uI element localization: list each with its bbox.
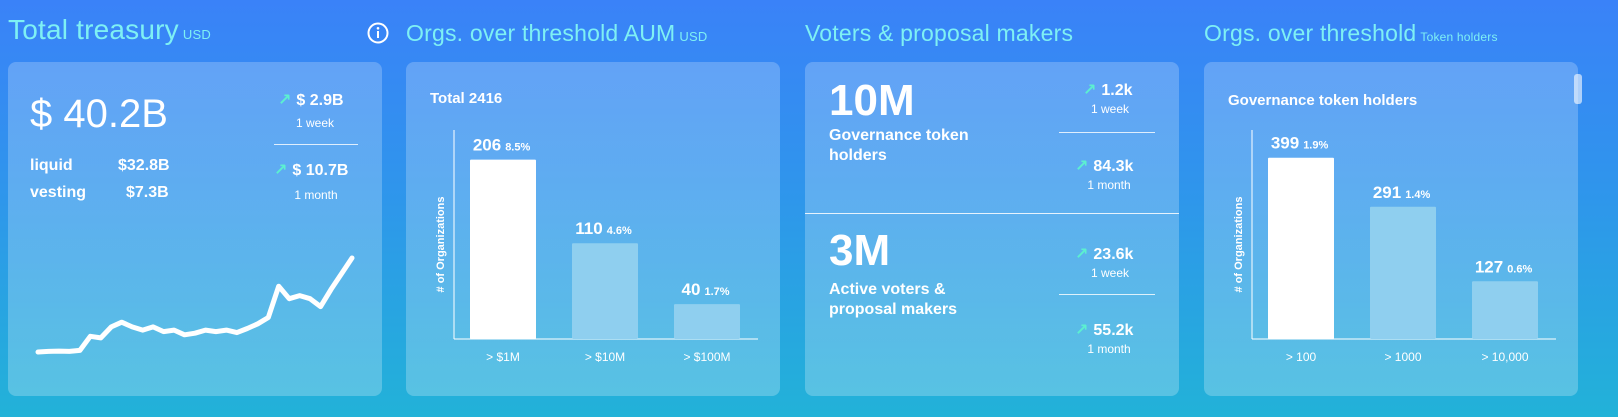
- treasury-title: Total treasury: [8, 14, 179, 45]
- bar-percent-label: 8.5%: [505, 142, 530, 154]
- arrow-up-right-icon: ↗: [1075, 322, 1089, 339]
- y-axis-label: # of Organizations: [1233, 197, 1245, 293]
- bar-value-label: 399: [1271, 134, 1299, 153]
- vesting-label: vesting: [30, 184, 87, 201]
- treasury-section-title: Total treasury USD: [8, 14, 211, 46]
- holders-chart-title: Governance token holders: [1228, 92, 1418, 109]
- voters-week-change: ↗ 23.6k: [1075, 246, 1134, 263]
- voters-week-period: 1 week: [1090, 266, 1130, 280]
- holders-month-period: 1 month: [1087, 178, 1131, 192]
- y-axis-label: # of Organizations: [435, 197, 447, 293]
- liquid-value: $32.8B: [118, 157, 170, 174]
- bar-value-label: 40: [682, 280, 701, 299]
- holders-label: Governance token holders: [829, 127, 969, 164]
- x-tick-label: > $1M: [486, 350, 520, 364]
- bar-1: [1268, 157, 1334, 339]
- x-tick-label: > $100M: [683, 350, 730, 364]
- voters-label: Active voters & proposal makers: [829, 281, 958, 318]
- bar-1: [470, 159, 536, 339]
- treasury-week-period: 1 week: [295, 116, 335, 130]
- x-tick-label: > $10M: [585, 350, 625, 364]
- x-tick-label: > 1000: [1384, 350, 1421, 364]
- bar-value-label: 291: [1373, 183, 1401, 202]
- divider: [1059, 294, 1155, 295]
- info-icon[interactable]: [367, 22, 389, 44]
- aum-section-title: Orgs. over threshold AUM USD: [406, 20, 707, 47]
- vesting-value: $7.3B: [126, 184, 169, 201]
- holders-title: Orgs. over threshold: [1204, 20, 1417, 46]
- holders-section-title: Orgs. over threshold Token holders: [1204, 20, 1498, 47]
- holders-bar-chart: # of Organizations 399 1.9% > 100 291 1.4% > 1…: [1233, 130, 1556, 364]
- arrow-up-right-icon: ↗: [1075, 158, 1089, 175]
- treasury-week-change: ↗ $ 2.9B: [278, 92, 344, 109]
- voters-section-title: Voters & proposal makers: [805, 20, 1073, 47]
- arrow-up-right-icon: ↗: [278, 92, 292, 109]
- holders-count: 10M: [829, 76, 915, 125]
- bar-3: [674, 304, 740, 339]
- bar-3: [1472, 281, 1538, 339]
- bar-percent-label: 0.6%: [1507, 263, 1532, 275]
- aum-card: Total 2416 # of Organizations 206 8.5% > $1…: [406, 62, 780, 396]
- treasury-month-change: ↗ $ 10.7B: [274, 162, 349, 179]
- holders-week-change: ↗ 1.2k: [1083, 82, 1133, 99]
- holders-month-change: ↗ 84.3k: [1075, 158, 1134, 175]
- liquid-label: liquid: [30, 157, 73, 174]
- sparkline-path: [35, 255, 355, 355]
- voters-count: 3M: [829, 226, 891, 275]
- voters-title: Voters & proposal makers: [805, 20, 1074, 46]
- bar-percent-label: 1.9%: [1303, 140, 1328, 152]
- arrow-up-right-icon: ↗: [1083, 82, 1097, 99]
- voters-month-period: 1 month: [1087, 342, 1131, 356]
- bar-value-label: 206: [473, 136, 501, 155]
- bar-value-label: 127: [1475, 257, 1503, 276]
- x-tick-label: > 100: [1286, 350, 1317, 364]
- aum-title: Orgs. over threshold AUM: [406, 20, 676, 46]
- scrollbar-thumb[interactable]: [1574, 74, 1582, 104]
- holders-card: Governance token holders # of Organizati…: [1204, 62, 1578, 396]
- x-tick-label: > 10,000: [1481, 350, 1528, 364]
- treasury-month-period: 1 month: [294, 188, 338, 202]
- treasury-card: $ 40.2B liquid $32.8B vesting $7.3B ↗ $ 2…: [8, 62, 382, 396]
- block-divider: [805, 213, 1179, 214]
- aum-chart-title: Total 2416: [430, 90, 503, 107]
- divider: [1059, 132, 1155, 133]
- treasury-unit: USD: [182, 27, 211, 42]
- voters-month-change: ↗ 55.2k: [1075, 322, 1134, 339]
- bar-percent-label: 1.7%: [704, 286, 729, 298]
- arrow-up-right-icon: ↗: [274, 162, 288, 179]
- bar-2: [1370, 206, 1436, 339]
- holders-unit: Token holders: [1420, 30, 1498, 44]
- aum-unit: USD: [679, 29, 708, 44]
- arrow-up-right-icon: ↗: [1075, 246, 1089, 263]
- treasury-sparkline: [35, 255, 355, 355]
- voters-card: 10M Governance token holders ↗ 1.2k 1 wee…: [805, 62, 1179, 396]
- bar-percent-label: 4.6%: [607, 225, 632, 237]
- bar-value-label: 110: [575, 219, 602, 238]
- divider: [274, 144, 358, 145]
- treasury-total: $ 40.2B: [30, 92, 168, 136]
- bar-percent-label: 1.4%: [1405, 189, 1430, 201]
- aum-bar-chart: # of Organizations 206 8.5% > $1M 110 4.6% > $…: [435, 130, 758, 364]
- bar-2: [572, 243, 638, 339]
- holders-week-period: 1 week: [1090, 102, 1130, 116]
